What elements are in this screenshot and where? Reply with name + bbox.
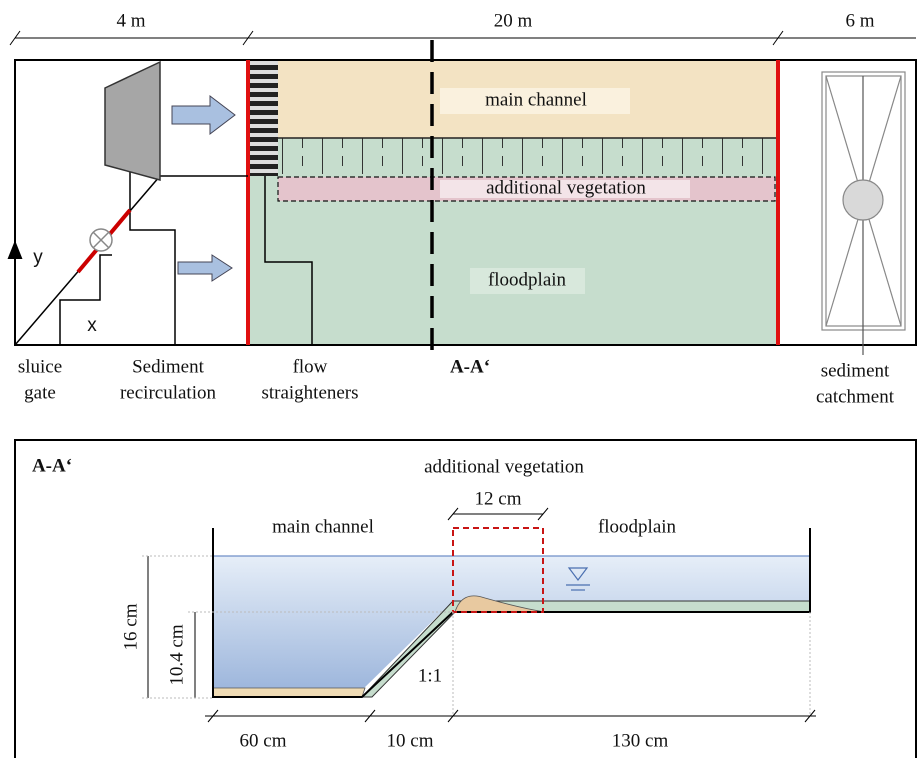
component-label: gate [24,382,56,403]
zone-label: floodplain [598,516,677,537]
component-label: straighteners [261,382,358,403]
component-label: Sediment [132,356,204,377]
slope-label: 1:1 [418,665,442,686]
flume-diagram: 4 m 20 m 6 m main channel additional veg… [0,0,918,758]
axis-label: x [87,315,97,336]
component-label: sluice [18,356,62,377]
sediment-feeder [105,62,160,180]
sediment-layer [213,688,365,697]
section-title: A-A‘ [32,455,72,476]
section-marker: A-A‘ [450,356,490,377]
dimension-label: 6 m [845,10,874,31]
flow-arrow [172,96,235,134]
component-label: catchment [816,386,895,407]
dimension-label: 10.4 cm [166,624,187,685]
sediment-catchment [822,72,905,355]
axis-label: y [33,247,43,268]
dimension-label: 4 m [116,10,145,31]
zone-label: floodplain [488,269,567,290]
dimension-line [10,31,916,45]
zone-label: additional vegetation [486,177,646,198]
dimension-label: 130 cm [612,730,669,751]
component-label: flow [293,356,328,377]
dimension-label: 20 m [494,10,533,31]
vegetation-label: additional vegetation [424,456,584,477]
flow-arrow [178,255,232,281]
component-label: recirculation [120,382,217,403]
zone-label: main channel [272,516,374,537]
ruler-ticks [278,138,775,174]
component-label: sediment [821,360,890,381]
water [213,556,810,690]
zone-label: main channel [485,89,587,110]
dimension-label: 60 cm [240,730,287,751]
flow-straighteners [250,60,278,176]
plan-view: 4 m 20 m 6 m main channel additional veg… [9,10,916,407]
dimension-label: 16 cm [120,603,141,650]
cross-section: A-A‘ additional vegetation main channel … [15,440,916,758]
valve [90,229,112,251]
dimension-label: 12 cm [475,488,522,509]
dimension-label: 10 cm [387,730,434,751]
